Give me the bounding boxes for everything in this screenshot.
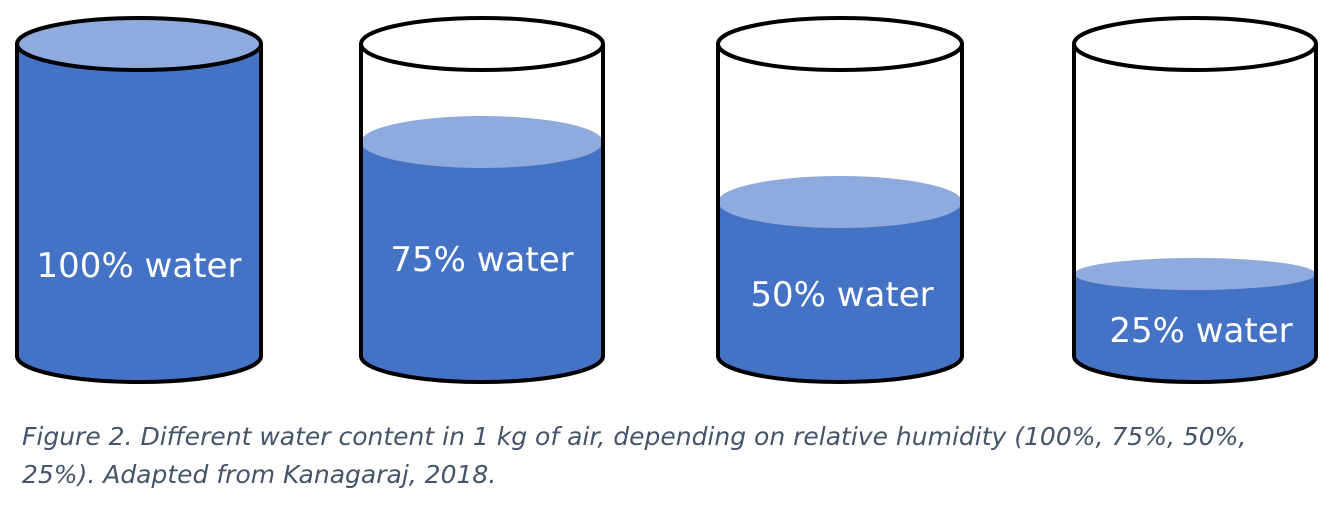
cylinder-100: 100% water xyxy=(15,16,263,384)
water-bottom xyxy=(361,330,603,382)
cylinder-label: 75% water xyxy=(390,240,573,280)
cylinder-outline xyxy=(716,44,964,384)
cylinder-outline xyxy=(1072,44,1318,384)
cylinder-50: 50% water xyxy=(716,16,964,384)
cylinder-label: 25% water xyxy=(1109,311,1292,351)
water-surface xyxy=(1074,258,1316,290)
water-surface xyxy=(17,18,261,70)
cylinder-label: 100% water xyxy=(37,246,242,286)
cylinder-rim xyxy=(359,16,605,72)
cylinder-75: 75% water xyxy=(359,16,605,384)
cylinder-rim xyxy=(1072,16,1318,72)
cylinder-rim xyxy=(716,16,964,72)
water-surface xyxy=(361,116,603,168)
water-bottom xyxy=(718,330,962,382)
cylinder-label: 50% water xyxy=(750,275,933,315)
water-bottom xyxy=(17,330,261,382)
cylinder-rim xyxy=(15,16,263,72)
water-surface xyxy=(718,176,962,228)
water-bottom xyxy=(1074,330,1316,382)
water-body xyxy=(361,142,603,356)
water-body xyxy=(17,44,261,356)
cylinder-25: 25% water xyxy=(1072,16,1318,384)
cylinder-outline xyxy=(359,44,605,384)
cylinder-outline xyxy=(15,44,263,384)
figure-caption: Figure 2. Different water content in 1 k… xyxy=(22,422,1247,489)
cylinders-figure: 100% water 75% water 50% water 25% water xyxy=(15,16,1318,384)
